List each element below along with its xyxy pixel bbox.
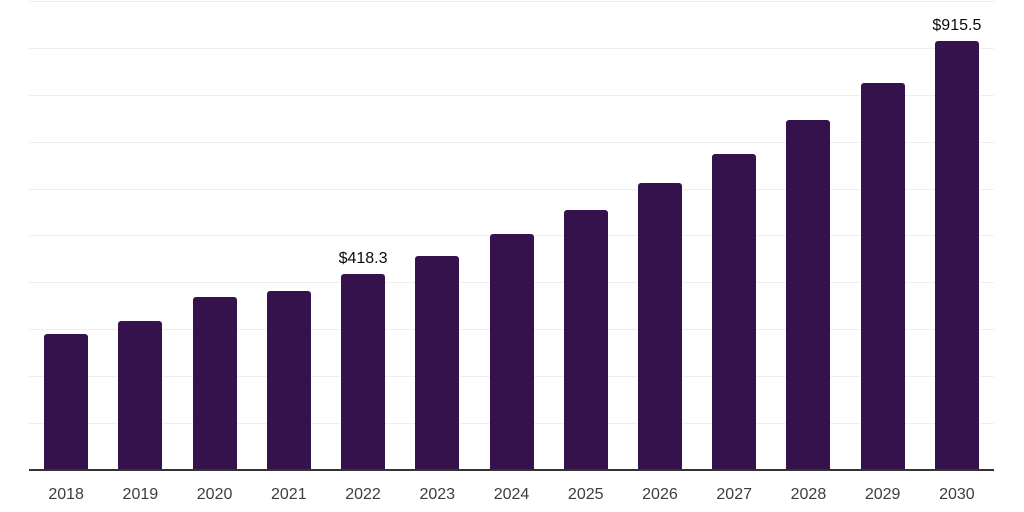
bar-2025[interactable] bbox=[564, 210, 608, 470]
x-tick-label-2029: 2029 bbox=[864, 486, 901, 503]
bar-2026[interactable] bbox=[638, 183, 682, 470]
gridline bbox=[29, 142, 994, 143]
x-tick-label-2018: 2018 bbox=[48, 486, 84, 503]
x-tick-label-2019: 2019 bbox=[122, 486, 159, 503]
x-tick-label-2023: 2023 bbox=[419, 486, 456, 503]
gridline bbox=[29, 189, 994, 190]
bar-2020[interactable] bbox=[193, 297, 237, 470]
data-label-2030: $915.5 bbox=[932, 17, 982, 34]
x-tick-label-2030: 2030 bbox=[939, 486, 975, 503]
bar-2027[interactable] bbox=[712, 154, 756, 470]
bar-2030[interactable] bbox=[935, 41, 979, 470]
bar-2022[interactable] bbox=[341, 274, 385, 470]
x-axis-line bbox=[29, 469, 994, 471]
bar-2021[interactable] bbox=[267, 291, 311, 470]
x-tick-label-2028: 2028 bbox=[790, 486, 827, 503]
gridline bbox=[29, 48, 994, 49]
gridline bbox=[29, 95, 994, 96]
bar-2029[interactable] bbox=[861, 83, 905, 470]
bar-2028[interactable] bbox=[786, 120, 830, 470]
bar-2023[interactable] bbox=[415, 256, 459, 470]
x-tick-label-2022: 2022 bbox=[345, 486, 381, 503]
bar-2019[interactable] bbox=[118, 321, 162, 470]
x-tick-label-2021: 2021 bbox=[271, 486, 307, 503]
x-tick-label-2024: 2024 bbox=[493, 486, 530, 503]
x-tick-label-2026: 2026 bbox=[642, 486, 678, 503]
x-tick-label-2020: 2020 bbox=[196, 486, 233, 503]
gridline bbox=[29, 1, 994, 2]
x-tick-label-2027: 2027 bbox=[716, 486, 752, 503]
x-tick-label-2025: 2025 bbox=[567, 486, 604, 503]
bar-2024[interactable] bbox=[490, 234, 534, 470]
bar-2018[interactable] bbox=[44, 334, 88, 470]
data-label-2022: $418.3 bbox=[338, 250, 388, 267]
